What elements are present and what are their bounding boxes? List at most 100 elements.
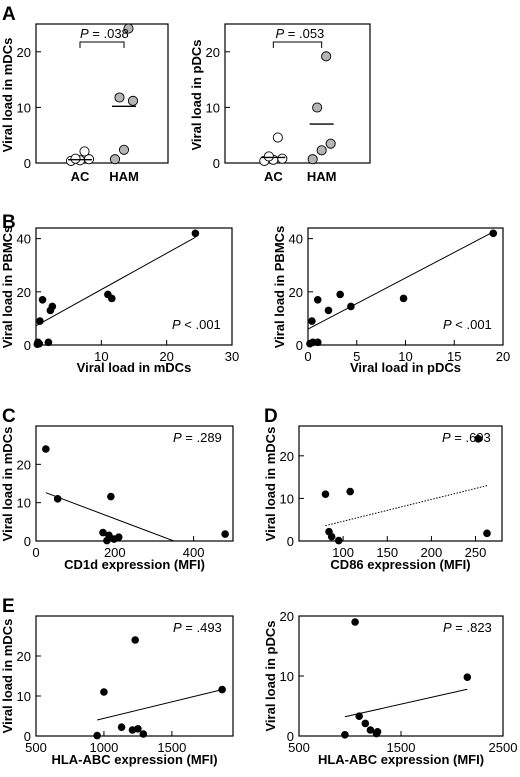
data-point (483, 529, 491, 538)
data-point (325, 138, 336, 149)
regression-line (308, 231, 494, 330)
p-value-annotation: P < .001 (172, 317, 221, 332)
significance-bracket (79, 41, 125, 48)
chart-d: 0 10 20 100 150 200 250 Viral load in mDCs CD86 … (263, 425, 503, 572)
data-point (373, 728, 382, 736)
x-tick-label: 1000 (89, 740, 118, 755)
data-point (313, 338, 322, 347)
x-tick-label: 1500 (387, 740, 416, 755)
x-tick-label: 150 (376, 545, 398, 560)
data-point (351, 618, 359, 626)
x-axis-label: CD86 expression (MFI) (330, 557, 470, 572)
panel-letter-c: C (2, 406, 16, 427)
y-axis-label: Viral load in PBMCs (272, 226, 287, 349)
x-tick-label: 20 (159, 349, 173, 364)
p-value-annotation: P = .693 (442, 430, 491, 445)
y-tick-label: 20 (206, 45, 220, 60)
data-point (123, 23, 134, 34)
regression-line (36, 236, 196, 327)
data-point (272, 132, 283, 143)
data-point (107, 492, 115, 501)
data-point (218, 685, 226, 694)
chart-b1: 0 20 40 10 20 30 Viral load in PBMCs Viral load… (0, 226, 239, 375)
y-tick-label: 40 (289, 232, 303, 247)
data-point (79, 146, 90, 157)
data-point (48, 302, 57, 311)
y-tick-label: 10 (17, 496, 31, 511)
data-point (70, 153, 81, 164)
x-tick-label: 30 (225, 349, 239, 364)
panel-letter-d: D (264, 406, 278, 427)
x-category-label: HAM (109, 169, 139, 184)
plot-frame (35, 227, 233, 346)
regression-line (45, 492, 175, 541)
data-point (53, 495, 62, 503)
y-tick-label: 40 (17, 232, 31, 247)
data-point (99, 528, 107, 537)
data-point (346, 487, 354, 496)
chart-e2: 0 10 20 500 1500 2500 Viral load in pDCs HLA-AB… (263, 609, 517, 767)
y-tick-label: 10 (280, 669, 294, 684)
regression-line (344, 688, 468, 718)
y-tick-label: 10 (17, 689, 31, 704)
data-point (341, 731, 349, 739)
regression-line (97, 689, 223, 721)
y-tick-label: 20 (17, 649, 31, 664)
data-point (36, 317, 44, 325)
data-point (474, 434, 482, 443)
x-axis-label: Viral load in pDCs (350, 360, 461, 375)
x-tick-label: 0 (304, 349, 311, 364)
x-axis-label: CD1d expression (MFI) (64, 557, 205, 572)
x-category-label: AC (264, 169, 283, 184)
data-point (127, 95, 139, 106)
data-point (100, 688, 108, 696)
p-value-annotation: P = .823 (443, 620, 492, 635)
data-point (313, 295, 322, 304)
data-point (321, 490, 330, 498)
data-point (114, 92, 125, 103)
y-tick-label: 0 (24, 729, 31, 744)
data-point (139, 730, 148, 738)
data-point (312, 102, 323, 113)
data-point (355, 712, 363, 720)
x-category-label: HAM (307, 169, 337, 184)
data-point (324, 306, 333, 315)
y-tick-label: 20 (17, 45, 31, 60)
x-tick-label: 15 (447, 349, 461, 364)
y-axis-label: Viral load in mDCs (263, 427, 278, 542)
x-tick-label: 5 (353, 349, 360, 364)
data-point (308, 317, 316, 325)
plot-frame (35, 615, 234, 737)
data-point (117, 723, 126, 731)
y-tick-label: 0 (24, 338, 31, 353)
data-point (347, 302, 355, 311)
y-tick-label: 20 (17, 285, 31, 300)
chart-a1: 0 10 20 AC HAM Viral load in mDCs P = .038 (0, 23, 169, 184)
plot-frame (35, 23, 169, 164)
data-point (42, 445, 50, 453)
y-tick-label: 10 (206, 100, 220, 115)
data-point (221, 530, 229, 538)
data-point (114, 533, 123, 541)
x-tick-label: 10 (94, 349, 108, 364)
data-point (118, 144, 130, 155)
y-axis-label: Viral load in mDCs (0, 619, 15, 734)
data-point (109, 154, 121, 165)
x-tick-label: 200 (104, 545, 126, 560)
data-point (399, 294, 408, 303)
data-point (277, 153, 288, 164)
y-tick-label: 20 (289, 285, 303, 300)
p-value-annotation: P = .493 (173, 620, 222, 635)
significance-bracket (272, 41, 323, 48)
data-point (336, 290, 344, 299)
p-value-annotation: P < .001 (443, 317, 492, 332)
y-tick-label: 10 (280, 491, 294, 506)
data-point (134, 725, 142, 733)
y-axis-label: Viral load in mDCs (0, 38, 15, 153)
x-tick-label: 2500 (489, 740, 518, 755)
y-tick-label: 0 (287, 534, 294, 549)
data-point (489, 229, 498, 238)
x-tick-label: 200 (421, 545, 443, 560)
